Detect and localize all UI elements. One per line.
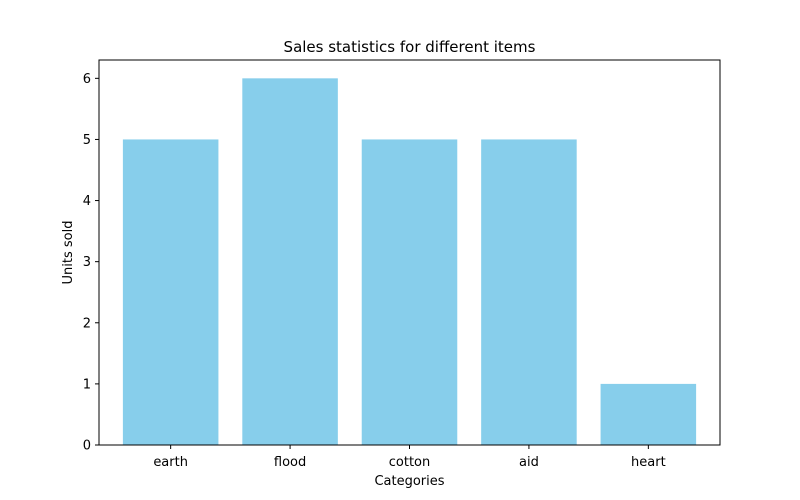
y-tick-label: 1	[83, 377, 91, 392]
bars-group	[122, 78, 697, 445]
y-tick-label: 4	[83, 194, 91, 209]
x-axis-label: Categories	[374, 474, 444, 489]
chart-title: Sales statistics for different items	[284, 38, 536, 56]
y-tick-label: 5	[83, 133, 91, 148]
x-tick-label: flood	[274, 455, 306, 470]
bar-flood	[242, 78, 338, 445]
bar-earth	[122, 139, 219, 445]
y-tick-label: 2	[83, 316, 91, 331]
x-tick-label: heart	[631, 455, 666, 470]
y-tick-label: 3	[83, 255, 91, 270]
y-axis-label: Units sold	[61, 221, 76, 285]
x-tick-label: aid	[519, 455, 539, 470]
bar-cotton	[361, 139, 458, 445]
plot-frame	[98, 59, 721, 446]
x-tick-label: cotton	[389, 455, 431, 470]
y-tick-label: 6	[83, 72, 91, 87]
y-tick-label: 0	[83, 439, 91, 454]
y-axis-ticks: 0 1 2 3 4 5 6	[83, 72, 99, 454]
bar-heart	[600, 383, 697, 445]
x-tick-label: earth	[153, 455, 188, 470]
x-axis-ticks: earth flood cotton aid heart	[153, 445, 666, 470]
bar-aid	[481, 139, 577, 445]
